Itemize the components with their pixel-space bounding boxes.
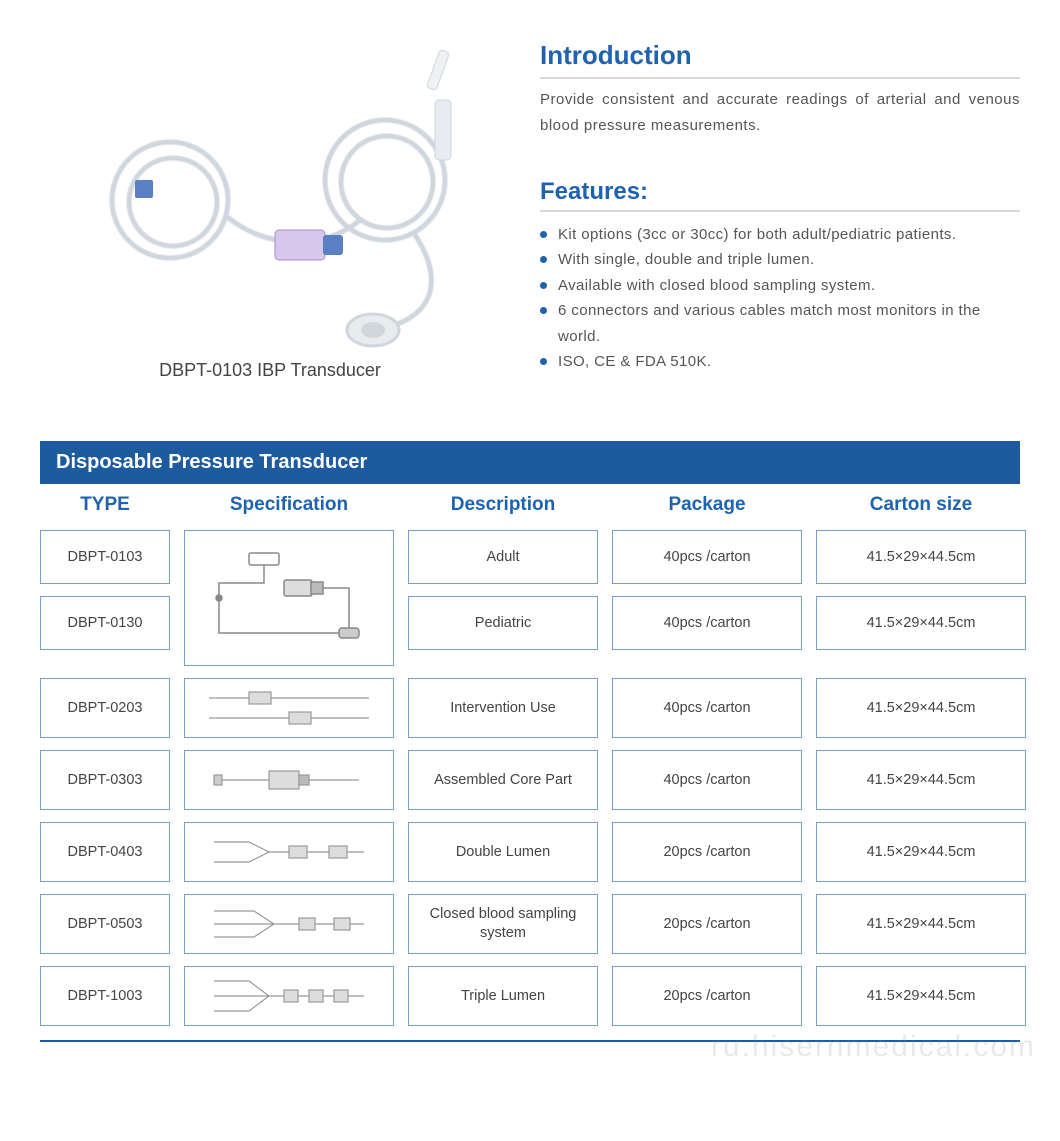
column-header-type: TYPE [40, 494, 170, 516]
feature-item: 6 connectors and various cables match mo… [540, 298, 1020, 349]
cell-type: DBPT-0203 [40, 678, 170, 738]
cell-specification [184, 678, 394, 738]
cell-package: 40pcs /carton [612, 530, 802, 584]
feature-item: ISO, CE & FDA 510K. [540, 349, 1020, 375]
cell-description: Pediatric [408, 596, 598, 650]
text-column: Introduction Provide consistent and accu… [540, 30, 1020, 381]
feature-item: With single, double and triple lumen. [540, 247, 1020, 273]
cell-package: 40pcs /carton [612, 678, 802, 738]
table-row: DBPT-0303 Assembled Core Part 40pcs /car… [40, 750, 1020, 810]
table-section: Disposable Pressure Transducer TYPE Spec… [40, 441, 1020, 1042]
cell-type: DBPT-1003 [40, 966, 170, 1026]
cell-specification [184, 822, 394, 882]
cell-carton-size: 41.5×29×44.5cm [816, 822, 1026, 882]
cell-package: 20pcs /carton [612, 894, 802, 954]
features-list: Kit options (3cc or 30cc) for both adult… [540, 222, 1020, 375]
column-header-description: Description [408, 494, 598, 516]
table-row-group: DBPT-0103 DBPT-0130 Adult Pedi [40, 530, 1020, 666]
cell-description: Assembled Core Part [408, 750, 598, 810]
cell-type: DBPT-0303 [40, 750, 170, 810]
features-heading: Features: [540, 178, 1020, 206]
column-header-carton-size: Carton size [816, 494, 1026, 516]
cell-type: DBPT-0403 [40, 822, 170, 882]
cell-specification [184, 750, 394, 810]
cell-carton-size: 41.5×29×44.5cm [816, 750, 1026, 810]
table-row: DBPT-0403 Double Lumen 20pcs /carton 41.… [40, 822, 1020, 882]
cell-package: 40pcs /carton [612, 596, 802, 650]
cell-description: Intervention Use [408, 678, 598, 738]
cell-description: Triple Lumen [408, 966, 598, 1026]
cell-description: Closed blood sampling system [408, 894, 598, 954]
features-underline [540, 210, 1020, 212]
table-row: DBPT-0503 Closed blood sampling system 2… [40, 894, 1020, 954]
cell-type: DBPT-0130 [40, 596, 170, 650]
cell-carton-size: 41.5×29×44.5cm [816, 678, 1026, 738]
table-bottom-divider [40, 1040, 1020, 1042]
feature-item: Kit options (3cc or 30cc) for both adult… [540, 222, 1020, 248]
cell-carton-size: 41.5×29×44.5cm [816, 596, 1026, 650]
table-header-row: TYPE Specification Description Package C… [40, 484, 1020, 530]
table-body: DBPT-0103 DBPT-0130 Adult Pedi [40, 530, 1020, 1040]
cell-package: 20pcs /carton [612, 966, 802, 1026]
cell-carton-size: 41.5×29×44.5cm [816, 530, 1026, 584]
cell-specification [184, 530, 394, 666]
introduction-underline [540, 77, 1020, 79]
introduction-heading: Introduction [540, 40, 1020, 71]
cell-package: 20pcs /carton [612, 822, 802, 882]
feature-item: Available with closed blood sampling sys… [540, 273, 1020, 299]
table-title-bar: Disposable Pressure Transducer [40, 441, 1020, 484]
introduction-body: Provide consistent and accurate readings… [540, 87, 1020, 138]
cell-carton-size: 41.5×29×44.5cm [816, 894, 1026, 954]
product-caption: DBPT-0103 IBP Transducer [159, 360, 381, 381]
cell-package: 40pcs /carton [612, 750, 802, 810]
cell-specification [184, 894, 394, 954]
table-row: DBPT-1003 Triple Lumen 20pcs /carton 41.… [40, 966, 1020, 1026]
cell-carton-size: 41.5×29×44.5cm [816, 966, 1026, 1026]
top-section: DBPT-0103 IBP Transducer Introduction Pr… [40, 30, 1020, 381]
column-header-specification: Specification [184, 494, 394, 516]
table-row: DBPT-0203 Intervention Use 40pcs /carton… [40, 678, 1020, 738]
cell-type: DBPT-0103 [40, 530, 170, 584]
cell-type: DBPT-0503 [40, 894, 170, 954]
product-image-column: DBPT-0103 IBP Transducer [40, 30, 500, 381]
cell-description: Adult [408, 530, 598, 584]
cell-description: Double Lumen [408, 822, 598, 882]
product-image [65, 30, 475, 350]
column-header-package: Package [612, 494, 802, 516]
cell-specification [184, 966, 394, 1026]
